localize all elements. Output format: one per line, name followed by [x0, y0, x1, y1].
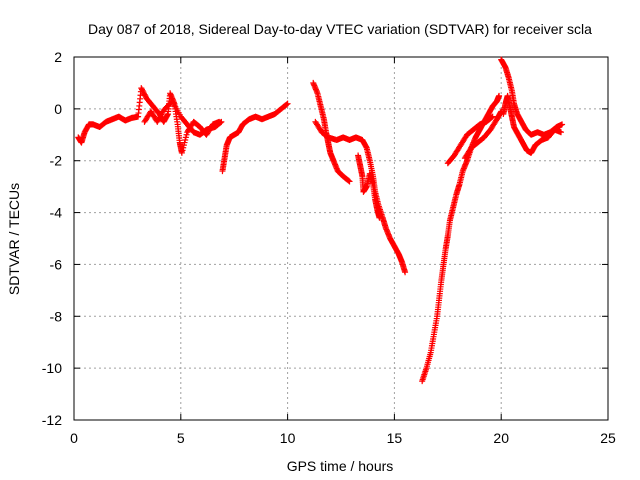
data-series [419, 92, 503, 385]
plot-frame [73, 56, 609, 421]
data-series [500, 92, 565, 156]
y-tick-label: 2 [54, 49, 62, 65]
x-tick-label: 25 [600, 430, 616, 446]
data-point-marker [346, 178, 353, 185]
grid-lines [74, 57, 608, 420]
chart-title: Day 087 of 2018, Sidereal Day-to-day VTE… [88, 21, 592, 37]
data-series [141, 98, 225, 138]
x-tick-label: 5 [177, 430, 185, 446]
x-tick-label: 15 [387, 430, 403, 446]
y-tick-label: 0 [54, 101, 62, 117]
axis-ticks: 0 5 10 15 20 25 -12 -10 -8 -6 -4 -2 0 2 [42, 49, 616, 446]
y-tick-label: -12 [42, 412, 62, 428]
data-point-marker [217, 119, 224, 126]
y-axis-label: SDTVAR / TECUs [6, 183, 22, 295]
y-tick-label: -6 [50, 256, 63, 272]
data-point-marker [284, 100, 291, 107]
data-point-marker [376, 214, 383, 221]
data-series [75, 85, 223, 156]
x-tick-label: 0 [70, 430, 78, 446]
data-point-marker [345, 177, 352, 184]
y-tick-label: -4 [50, 205, 63, 221]
x-tick-label: 20 [493, 430, 509, 446]
data-series [461, 108, 505, 162]
data-point-marker [218, 118, 225, 125]
data-point-marker [283, 101, 290, 108]
x-tick-label: 10 [280, 430, 296, 446]
data-point-marker [489, 113, 496, 120]
y-tick-label: -10 [42, 360, 62, 376]
y-tick-label: -2 [50, 153, 63, 169]
data-points [75, 56, 566, 385]
data-series [219, 100, 291, 175]
x-axis-label: GPS time / hours [287, 458, 394, 474]
y-tick-label: -8 [50, 308, 63, 324]
data-point-marker [402, 269, 409, 276]
data-series [444, 113, 496, 167]
data-point-marker [558, 129, 565, 136]
data-point-marker [488, 114, 495, 121]
data-point-marker [496, 92, 503, 99]
data-point-marker [559, 121, 566, 128]
data-series [310, 79, 353, 185]
data-series [355, 152, 383, 221]
